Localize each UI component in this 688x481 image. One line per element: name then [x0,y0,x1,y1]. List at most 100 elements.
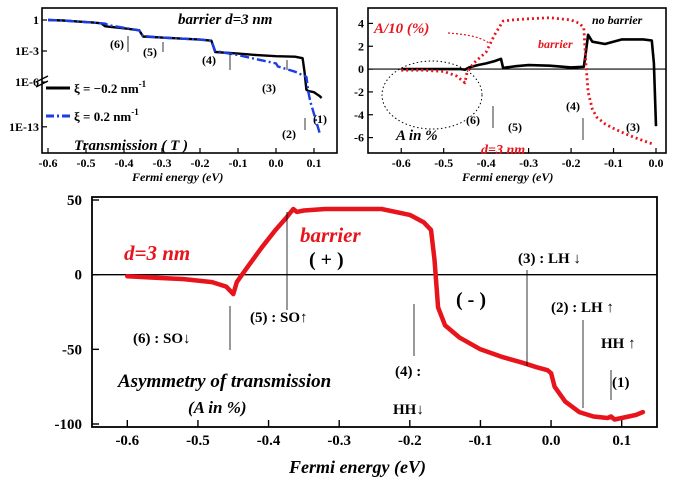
p1-ytick-label: 1E-3 [15,44,39,58]
p1-xtick-label: -0.2 [191,156,210,170]
panel1-ylabel: Transmission ( T ) [74,138,188,154]
p2-ytick-label: 4 [358,16,364,30]
legend-label-neg: ξ = −0.2 nm-1 [74,79,147,96]
p1-series-line-1 [47,18,321,134]
panel2-title: A/10 (%) [373,21,429,37]
panel2-x-ticks: -0.6 -0.5 -0.4 -0.3 -0.2 -0.1 0.0 [392,148,664,170]
p3-ann-4b: HH↓ [393,402,424,418]
p1-ytick-label: 1E-6 [15,75,39,89]
p3-ann-3: (3) : LH ↓ [518,251,581,267]
panel2-series [401,16,658,146]
p1-xtick-label: -0.1 [229,156,248,170]
p2-xtick-label: -0.5 [434,156,453,170]
p1-xtick-label: -0.5 [77,156,96,170]
p2-ytick-label: 0 [358,62,364,76]
p3-ytick-label: -100 [55,417,83,433]
p2-series-line-0 [401,33,658,127]
panel1-title: barrier d=3 nm [178,12,272,28]
panel3-y-ticks: 50 0 -50 -100 [55,193,99,433]
p1-xtick-label: -0.6 [39,156,58,170]
panel2-ylabel: A in % [395,128,438,144]
p3-ytick-label: 0 [75,268,83,284]
panel1-annotations: (6) (5) (4) (3) (2) (1) [110,36,327,141]
p2-xtick-label: -0.2 [562,156,581,170]
panel3-annotations: (6) : SO↓ (5) : SO↑ (4) : HH↓ (3) : LH ↓… [117,212,636,418]
p3-ann-1: (1) [612,375,630,391]
panel1-legend: ξ = −0.2 nm-1 ξ = 0.2 nm-1 [46,79,147,124]
p3-xtick-label: -0.2 [398,433,422,449]
panel2-d-label: d=3 nm [481,143,525,158]
p1-ann-6: (6) [110,37,124,51]
p2-xtick-label: 0.0 [649,156,664,170]
panel3-xlabel: Fermi energy (eV) [288,457,426,478]
p2-ytick-label: 2 [358,39,364,53]
panel2-nobarrier-label: no barrier [592,13,643,27]
p3-asym: Asymmetry of transmission [117,371,331,392]
p1-ann-2: (2) [282,127,296,141]
p3-series-line-0 [125,206,646,422]
panel1-series [47,18,323,134]
axis-break-marker [35,75,49,88]
panel1-x-ticks: -0.6 -0.5 -0.4 -0.3 -0.2 -0.1 0.0 0.1 [39,148,322,170]
panel2-frame [367,7,667,154]
p1-ann-4: (4) [202,53,216,67]
panel3-plus: ( + ) [309,249,344,271]
panel-asymmetry-small: -0.6 -0.5 -0.4 -0.3 -0.2 -0.1 0.0 4 2 0 -2 -4 -6 A/… [354,7,667,184]
p2-xtick-label: -0.4 [477,156,496,170]
p1-ann-1: (1) [313,112,327,126]
panel1-y-ticks: 1 1E-3 1E-6 1E-13 [9,13,47,134]
panel3-series [125,206,646,422]
p3-xtick-label: -0.3 [327,433,351,449]
panel3-frame [91,196,658,428]
p3-hh: HH ↑ [601,336,636,352]
p1-xtick-label: 0.1 [307,156,322,170]
p2-ann-3: (3) [626,120,640,134]
p2-xtick-label: -0.1 [604,156,623,170]
p1-ann-5: (5) [143,45,157,59]
p2-ytick-label: -4 [354,108,364,122]
p1-ytick-label: 1E-13 [9,120,39,134]
p3-ann-5: (5) : SO↑ [250,310,308,326]
p1-ytick-label: 1 [33,13,39,27]
p1-xtick-label: -0.3 [153,156,172,170]
p2-ann-5: (5) [508,120,522,134]
p3-ytick-label: -50 [62,342,82,358]
panel3-d-label: d=3 nm [124,241,190,265]
p2-ytick-label: -6 [354,131,364,145]
p2-ann-4: (4) [566,99,580,113]
panel2-y-ticks: 4 2 0 -2 -4 -6 [354,16,373,145]
panel3-minus: ( - ) [456,289,486,311]
p3-ytick-label: 50 [67,193,82,209]
panel3-x-ticks: -0.6 -0.5 -0.4 -0.3 -0.2 -0.1 0.0 0.1 [115,420,631,449]
p3-xtick-label: -0.4 [257,433,281,449]
p3-asym2: (A in %) [188,398,247,417]
panel1-frame [41,7,338,154]
panel2-barrier-label: barrier [538,37,573,51]
p1-xtick-label: -0.4 [115,156,134,170]
panel2-xlabel: Fermi energy (eV) [461,170,553,184]
p3-xtick-label: -0.5 [186,433,210,449]
panel2-annotations: (6) (5) (4) (3) [466,99,640,140]
panel2-title-pointer [447,32,491,45]
panel1-xlabel: Fermi energy (eV) [131,170,223,184]
p3-ann-6: (6) : SO↓ [133,331,191,347]
p2-ytick-label: -2 [354,85,364,99]
legend-label-pos: ξ = 0.2 nm-1 [74,107,139,124]
p3-xtick-label: -0.1 [469,433,493,449]
p2-ann-6: (6) [466,113,480,127]
panel3-barrier-label: barrier [300,223,362,247]
p3-ann-4a: (4) : [395,364,421,380]
panel-asymmetry-main: -0.6 -0.5 -0.4 -0.3 -0.2 -0.1 0.0 0.1 50 0 -50 -10… [55,193,658,478]
p3-xtick-label: 0.0 [542,433,561,449]
p3-xtick-label: 0.1 [612,433,631,449]
p3-ann-2: (2) : LH ↑ [551,300,614,316]
panel-transmission: -0.6 -0.5 -0.4 -0.3 -0.2 -0.1 0.0 0.1 1 1E-3 1E-6… [9,7,338,184]
p1-xtick-label: 0.0 [269,156,284,170]
p3-xtick-label: -0.6 [115,433,139,449]
p1-ann-3: (3) [262,81,276,95]
p2-xtick-label: -0.3 [519,156,538,170]
panel2-dotted-ellipse [381,60,483,130]
p2-series-line-1 [401,16,655,146]
p2-xtick-label: -0.6 [392,156,411,170]
